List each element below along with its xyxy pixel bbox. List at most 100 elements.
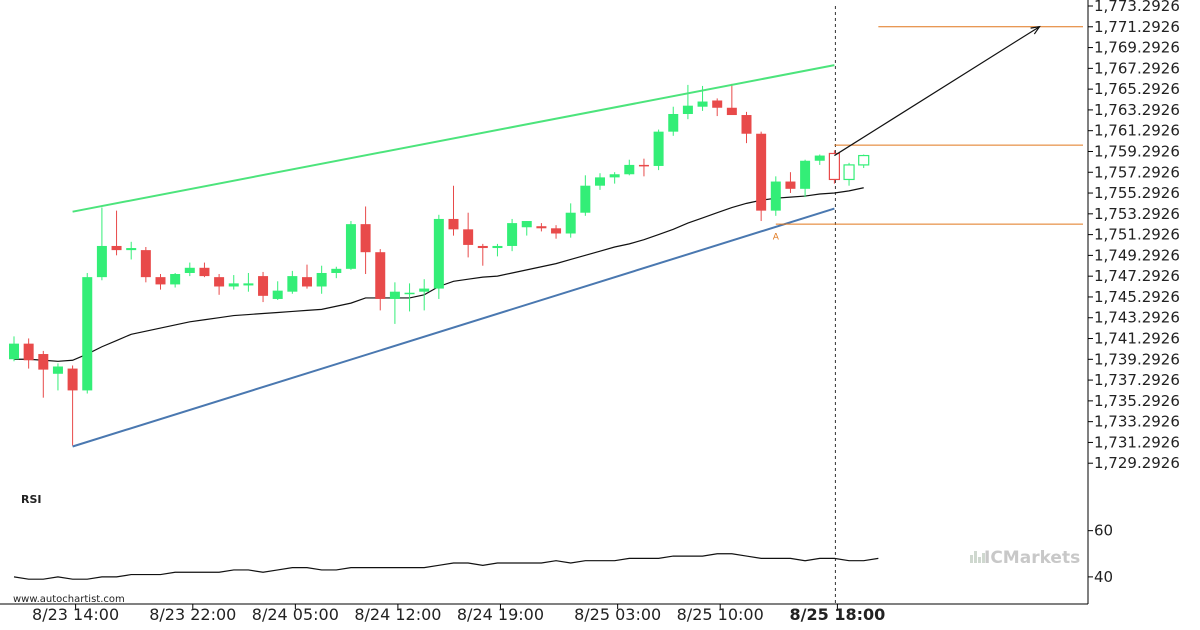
candle <box>331 266 342 279</box>
candle <box>521 221 532 236</box>
candle-body <box>536 226 547 229</box>
candle-body <box>331 268 342 273</box>
candle-body <box>404 292 415 295</box>
candle <box>243 272 254 292</box>
candle <box>624 159 635 176</box>
price-tick-label: 1,749.2926 <box>1094 246 1180 264</box>
price-tick-label: 1,771.2926 <box>1094 18 1180 36</box>
candle <box>551 225 562 239</box>
brand-bar <box>982 553 985 563</box>
candle <box>140 247 151 283</box>
rsi-label: RSI <box>21 493 42 506</box>
candle-body <box>741 115 752 134</box>
price-tick-label: 1,767.2926 <box>1094 59 1180 77</box>
candle <box>770 176 781 216</box>
candle <box>126 241 137 260</box>
candle <box>228 275 239 290</box>
candle <box>609 172 620 184</box>
candle <box>360 206 371 275</box>
candle-body <box>316 272 327 287</box>
rsi-tick-label: 60 <box>1094 522 1113 540</box>
candle-body <box>184 267 195 273</box>
candle-body <box>243 283 254 286</box>
candle <box>682 84 693 120</box>
price-tick-label: 1,729.2926 <box>1094 454 1180 472</box>
price-tick-label: 1,769.2926 <box>1094 39 1180 57</box>
price-tick-label: 1,765.2926 <box>1094 80 1180 98</box>
candle-body <box>433 218 444 289</box>
candle-body <box>712 100 723 108</box>
price-tick-label: 1,773.2926 <box>1094 0 1180 15</box>
resistance-trend-line <box>72 64 835 213</box>
candle-body <box>551 228 562 234</box>
price-tick-label: 1,759.2926 <box>1094 142 1180 160</box>
price-tick-label: 1,745.2926 <box>1094 288 1180 306</box>
forecast-arrow-head <box>1030 25 1041 35</box>
candle-body <box>726 107 737 116</box>
candle <box>345 221 356 270</box>
candle-body <box>828 152 841 181</box>
candle <box>38 350 49 398</box>
candle <box>785 172 796 193</box>
candle-body <box>199 267 210 277</box>
candle-body <box>595 177 605 186</box>
support-trend-line <box>72 207 835 448</box>
candle-body <box>272 290 283 299</box>
candle-body <box>67 368 78 391</box>
brand-bar <box>974 551 977 563</box>
candle <box>419 279 430 311</box>
candle-body <box>843 164 855 181</box>
candle-body <box>287 276 298 292</box>
brand-bar <box>978 557 981 563</box>
candle-body <box>419 288 430 292</box>
price-tick-label: 1,743.2926 <box>1094 309 1180 327</box>
candle <box>184 262 195 277</box>
candle-body <box>624 164 635 175</box>
candle-body <box>521 221 532 228</box>
candle-body <box>565 212 576 234</box>
candle <box>492 243 503 257</box>
candle <box>726 83 737 116</box>
price-tick-label: 1,735.2926 <box>1094 392 1180 410</box>
price-tick-label: 1,761.2926 <box>1094 122 1180 140</box>
price-tick-label: 1,753.2926 <box>1094 205 1180 223</box>
candle-body <box>228 283 239 287</box>
candle <box>653 129 664 171</box>
candle-body <box>96 245 107 278</box>
candle <box>258 271 269 303</box>
candle-body <box>111 245 122 251</box>
candle <box>375 249 386 311</box>
time-tick-label: 8/24 12:00 <box>354 605 441 624</box>
candle <box>477 243 488 266</box>
price-panel: A <box>9 6 1083 604</box>
candle-body <box>170 274 181 285</box>
candle <box>712 98 723 117</box>
price-tick-label: 1,731.2926 <box>1094 433 1180 451</box>
candle <box>448 185 459 236</box>
price-tick-label: 1,757.2926 <box>1094 163 1180 181</box>
time-tick-label: 8/24 05:00 <box>252 605 339 624</box>
rsi-line <box>13 553 879 580</box>
candle-body <box>682 105 693 114</box>
candle-body <box>800 160 811 189</box>
candle-body <box>38 354 49 370</box>
candle-body <box>52 366 63 374</box>
price-tick-label: 1,747.2926 <box>1094 267 1180 285</box>
candle <box>287 270 298 294</box>
candle-body <box>507 223 518 246</box>
candle <box>463 212 474 258</box>
candle-body <box>214 277 225 287</box>
candle-body <box>609 174 620 178</box>
price-tick-label: 1,737.2926 <box>1094 371 1180 389</box>
time-tick-label: 8/25 10:00 <box>677 605 764 624</box>
candle <box>580 175 591 216</box>
candle <box>9 336 19 362</box>
candle <box>668 106 679 136</box>
candle <box>214 274 225 295</box>
candle <box>843 162 855 186</box>
brand-text: ICMarkets <box>984 548 1080 568</box>
candle <box>52 363 63 391</box>
candle-body <box>492 245 503 249</box>
candle-body <box>302 277 312 287</box>
